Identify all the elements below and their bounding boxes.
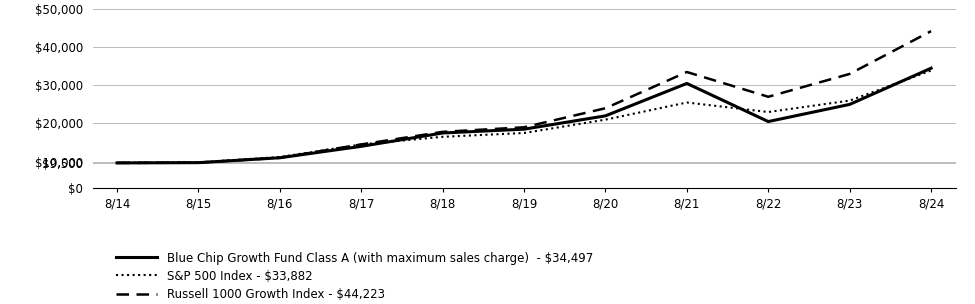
- S&P 500 Index - $33,882: [925, 69, 937, 72]
- Blue Chip Growth Fund Class A (with maximum sales charge)  - $34,497: [925, 66, 937, 70]
- S&P 500 Index - $33,882: [843, 99, 855, 102]
- Blue Chip Growth Fund Class A (with maximum sales charge)  - $34,497: [681, 81, 692, 85]
- Blue Chip Growth Fund Class A (with maximum sales charge)  - $34,497: [111, 161, 123, 165]
- Russell 1000 Growth Index - $44,223: [925, 29, 937, 33]
- Russell 1000 Growth Index - $44,223: [681, 70, 692, 74]
- Blue Chip Growth Fund Class A (with maximum sales charge)  - $34,497: [437, 131, 448, 135]
- Russell 1000 Growth Index - $44,223: [519, 126, 530, 129]
- Legend: Blue Chip Growth Fund Class A (with maximum sales charge)  - $34,497, S&P 500 In: Blue Chip Growth Fund Class A (with maxi…: [116, 252, 593, 301]
- S&P 500 Index - $33,882: [193, 161, 205, 164]
- Line: Blue Chip Growth Fund Class A (with maximum sales charge)  - $34,497: Blue Chip Growth Fund Class A (with maxi…: [117, 68, 931, 163]
- Russell 1000 Growth Index - $44,223: [600, 106, 611, 110]
- S&P 500 Index - $33,882: [111, 161, 123, 164]
- Blue Chip Growth Fund Class A (with maximum sales charge)  - $34,497: [519, 127, 530, 131]
- S&P 500 Index - $33,882: [762, 110, 774, 114]
- Russell 1000 Growth Index - $44,223: [274, 156, 286, 160]
- S&P 500 Index - $33,882: [681, 101, 692, 104]
- Russell 1000 Growth Index - $44,223: [356, 143, 368, 146]
- S&P 500 Index - $33,882: [519, 131, 530, 135]
- Line: Russell 1000 Growth Index - $44,223: Russell 1000 Growth Index - $44,223: [117, 31, 931, 163]
- Blue Chip Growth Fund Class A (with maximum sales charge)  - $34,497: [274, 156, 286, 160]
- Line: S&P 500 Index - $33,882: S&P 500 Index - $33,882: [117, 71, 931, 163]
- Russell 1000 Growth Index - $44,223: [762, 95, 774, 98]
- Blue Chip Growth Fund Class A (with maximum sales charge)  - $34,497: [762, 120, 774, 123]
- Blue Chip Growth Fund Class A (with maximum sales charge)  - $34,497: [600, 114, 611, 118]
- Blue Chip Growth Fund Class A (with maximum sales charge)  - $34,497: [193, 161, 205, 164]
- Russell 1000 Growth Index - $44,223: [843, 72, 855, 76]
- S&P 500 Index - $33,882: [274, 155, 286, 159]
- Russell 1000 Growth Index - $44,223: [193, 161, 205, 164]
- S&P 500 Index - $33,882: [356, 143, 368, 146]
- Blue Chip Growth Fund Class A (with maximum sales charge)  - $34,497: [356, 144, 368, 148]
- Russell 1000 Growth Index - $44,223: [437, 130, 448, 134]
- Russell 1000 Growth Index - $44,223: [111, 161, 123, 165]
- Blue Chip Growth Fund Class A (with maximum sales charge)  - $34,497: [843, 102, 855, 106]
- S&P 500 Index - $33,882: [600, 118, 611, 122]
- S&P 500 Index - $33,882: [437, 135, 448, 139]
